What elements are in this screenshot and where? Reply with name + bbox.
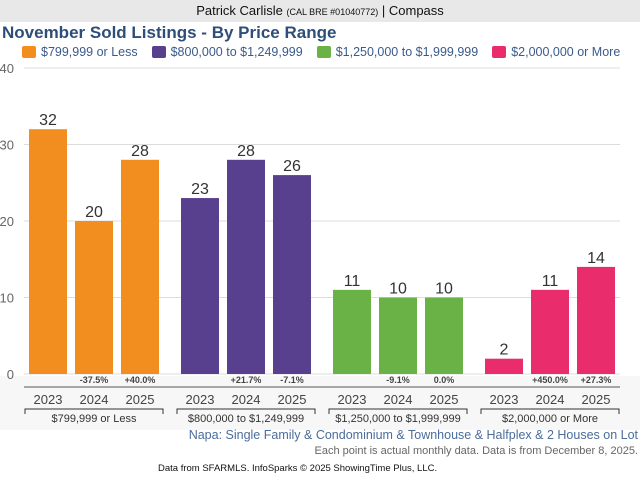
x-tick-label: 2024 [536,392,565,407]
group-bracket [24,408,164,414]
x-tick-label: 2025 [582,392,611,407]
bar [379,297,417,374]
bar-chart: 0 10 20 30 40 32 2023 20 -37.5% 2024 28 +40.0% 2025 $… [0,61,640,430]
change-label: -37.5% [80,375,109,385]
change-label: -9.1% [386,375,410,385]
bar [425,297,463,374]
change-label: -7.1% [280,375,304,385]
change-label: +450.0% [532,375,568,385]
legend-swatch [492,46,507,58]
x-tick-label: 2023 [338,392,367,407]
y-tick-label: 30 [0,138,14,153]
x-tick-label: 2024 [80,392,109,407]
bar-value-label: 11 [542,273,559,290]
y-tick-label: 10 [0,291,14,306]
legend-swatch [22,46,36,58]
bar [227,159,265,374]
legend-swatch [316,46,331,58]
legend-label: $800,000 to $1,249,999 [170,45,303,59]
legend-item[interactable]: $2,000,000 or More [492,45,620,59]
bar [333,289,371,374]
legend-label: $1,250,000 to $1,999,999 [335,45,479,59]
bar-value-label: 23 [191,181,209,198]
change-label: +21.7% [231,375,262,385]
x-tick-label: 2023 [490,392,519,407]
axis-background [0,376,640,430]
group-label: $1,250,000 to $1,999,999 [335,413,460,425]
bar [577,266,615,374]
bar-value-label: 28 [131,143,149,160]
bar [29,129,67,374]
bar [181,198,219,374]
group-label: $800,000 to $1,249,999 [188,413,304,425]
x-tick-label: 2024 [232,392,261,407]
x-tick-label: 2025 [126,392,155,407]
legend-label: $2,000,000 or More [511,45,621,59]
bar-value-label: 32 [39,112,57,129]
chart-title: November Sold Listings - By Price Range [2,23,337,42]
bar-value-label: 14 [587,250,605,267]
legend-item[interactable]: $799,999 or Less [22,45,138,59]
bar [75,221,113,374]
bar-value-label: 20 [85,204,103,221]
data-source: Data from SFARMLS. InfoSparks © 2025 Sho… [158,463,438,474]
bar [531,289,569,374]
brokerage-name: Compass [388,3,444,18]
group-bracket [480,408,620,414]
bar [273,175,311,374]
group-bracket [176,408,316,414]
x-tick-label: 2025 [430,392,459,407]
bar [485,358,523,374]
bar-value-label: 2 [500,342,509,359]
x-tick-label: 2025 [278,392,307,407]
bar-value-label: 28 [237,143,255,160]
legend-item[interactable]: $800,000 to $1,249,999 [151,45,303,59]
bar-value-label: 26 [283,158,301,175]
bar-value-label: 10 [435,281,453,298]
group-label: $2,000,000 or More [502,413,598,425]
header-separator: | [381,3,386,18]
data-note: Each point is actual monthly data. Data … [314,445,638,457]
y-tick-label: 40 [0,61,14,76]
bar-value-label: 10 [389,281,407,298]
change-label: +40.0% [125,375,156,385]
bar [121,159,159,374]
agent-name: Patrick Carlisle [196,3,283,18]
x-tick-label: 2023 [34,392,63,407]
license-number: (CAL BRE #01040772) [286,7,379,17]
legend-swatch [151,46,166,58]
chart-subtitle: Napa: Single Family & Condominium & Town… [188,428,638,442]
change-label: 0.0% [434,375,455,385]
y-tick-label: 0 [7,367,14,382]
bar-value-label: 11 [344,273,361,290]
legend-label: $799,999 or Less [41,45,138,59]
agent-header: Patrick Carlisle (CAL BRE #01040772) | C… [0,0,640,22]
group-bracket [328,408,468,414]
x-tick-label: 2024 [384,392,413,407]
legend-item[interactable]: $1,250,000 to $1,999,999 [316,45,479,59]
legend: $799,999 or Less $800,000 to $1,249,999 $1… [22,45,634,59]
y-tick-label: 20 [0,214,14,229]
x-tick-label: 2023 [186,392,215,407]
change-label: +27.3% [581,375,612,385]
group-label: $799,999 or Less [51,413,137,425]
